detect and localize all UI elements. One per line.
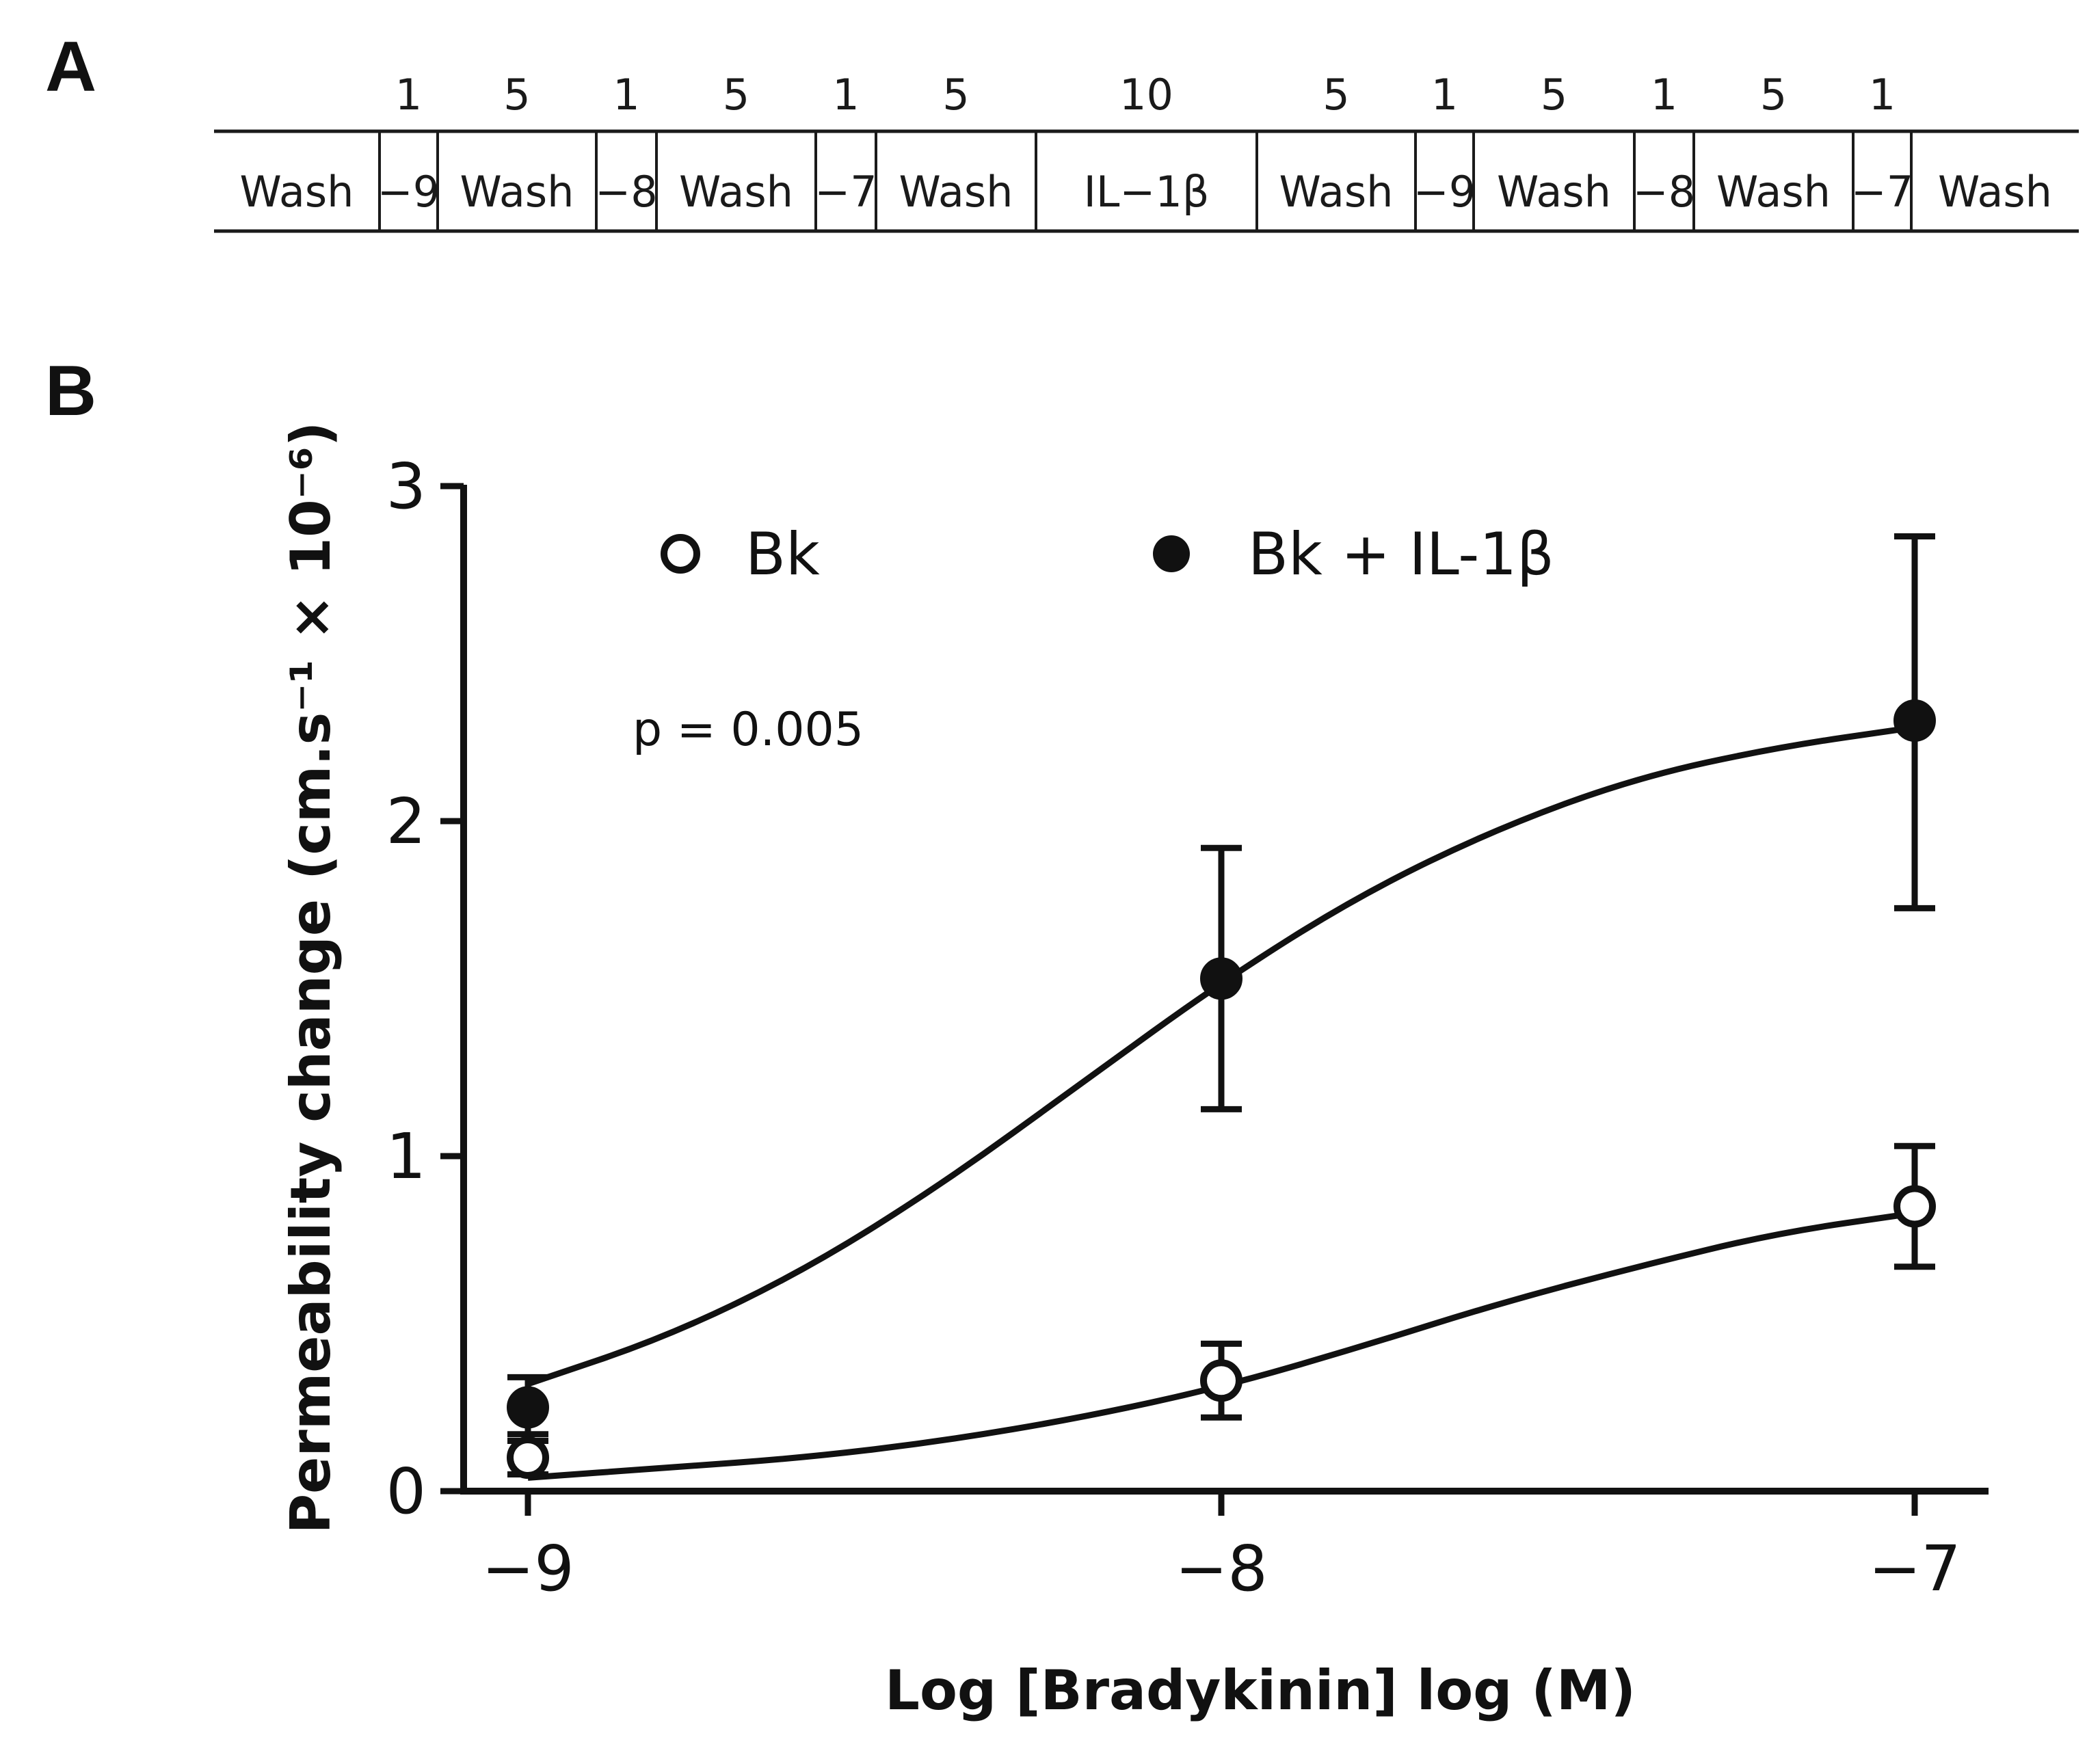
data-point-bk bbox=[507, 1436, 549, 1479]
y-tick-label: 3 bbox=[386, 450, 426, 523]
protocol-duration-label: 1 bbox=[613, 70, 639, 120]
fit-curve-bk-il1b bbox=[527, 724, 1915, 1387]
protocol-segment-label: −9 bbox=[377, 167, 440, 217]
legend-label-bk-il1b: Bk + IL-1β bbox=[1248, 520, 1554, 589]
protocol-duration-label: 1 bbox=[1431, 70, 1458, 120]
protocol-segment-label: IL−1β bbox=[1084, 167, 1210, 217]
protocol-duration-label: 5 bbox=[1541, 70, 1567, 120]
protocol-duration-label: 5 bbox=[942, 70, 969, 120]
x-axis-title: Log [Bradykinin] log (M) bbox=[885, 1659, 1636, 1722]
y-tick-label: 2 bbox=[386, 785, 426, 858]
protocol-duration-label: 5 bbox=[503, 70, 530, 120]
y-axis-title: Permeability change (cm.s⁻¹ × 10⁻⁶) bbox=[279, 422, 343, 1534]
protocol-segment-label: Wash bbox=[240, 167, 354, 217]
protocol-duration-label: 1 bbox=[832, 70, 859, 120]
protocol-duration-label: 5 bbox=[1323, 70, 1349, 120]
legend-marker-bk bbox=[661, 534, 700, 574]
protocol-segment-label: Wash bbox=[1279, 167, 1394, 217]
x-tick-label: −9 bbox=[481, 1532, 574, 1605]
protocol-segment-label: −8 bbox=[595, 167, 657, 217]
y-tick-label: 0 bbox=[386, 1455, 426, 1528]
protocol-segment-label: Wash bbox=[1716, 167, 1831, 217]
legend-marker-bk-il1b bbox=[1153, 535, 1190, 572]
protocol-segment-label: −7 bbox=[1851, 167, 1913, 217]
protocol-segment-label: Wash bbox=[460, 167, 574, 217]
protocol-segment-label: −7 bbox=[814, 167, 877, 217]
p-value-annotation: p = 0.005 bbox=[633, 703, 864, 757]
panel-label-b: B bbox=[45, 351, 97, 431]
protocol-duration-label: 5 bbox=[1760, 70, 1787, 120]
data-point-bk bbox=[1893, 1185, 1936, 1228]
x-tick-label: −8 bbox=[1175, 1532, 1268, 1605]
protocol-timeline: Wash −9 Wash −8 Wash −7 Wash IL−1β Wash −9 Wash −8 W… bbox=[214, 70, 2079, 233]
protocol-segment-label: −9 bbox=[1413, 167, 1476, 217]
x-tick-label: −7 bbox=[1868, 1532, 1961, 1605]
legend-label-bk: Bk bbox=[745, 520, 820, 589]
protocol-segment-label: −8 bbox=[1633, 167, 1695, 217]
protocol-segment-label: Wash bbox=[899, 167, 1013, 217]
data-point-bk-il1b bbox=[507, 1386, 549, 1429]
protocol-duration-label: 1 bbox=[1869, 70, 1896, 120]
panel-label-a: A bbox=[45, 27, 97, 107]
data-point-bk-il1b bbox=[1200, 957, 1242, 1000]
protocol-duration-label: 5 bbox=[723, 70, 749, 120]
protocol-segment-label: Wash bbox=[679, 167, 793, 217]
protocol-segment-label: Wash bbox=[1497, 167, 1611, 217]
data-point-bk-il1b bbox=[1893, 699, 1936, 742]
protocol-duration-label: 10 bbox=[1119, 70, 1173, 120]
protocol-duration-label: 1 bbox=[1651, 70, 1677, 120]
data-point-bk bbox=[1200, 1359, 1242, 1402]
protocol-duration-label: 1 bbox=[395, 70, 422, 120]
y-tick-label: 1 bbox=[386, 1120, 426, 1193]
protocol-segment-label: Wash bbox=[1938, 167, 2052, 217]
fit-curve-bk bbox=[527, 1209, 1915, 1481]
